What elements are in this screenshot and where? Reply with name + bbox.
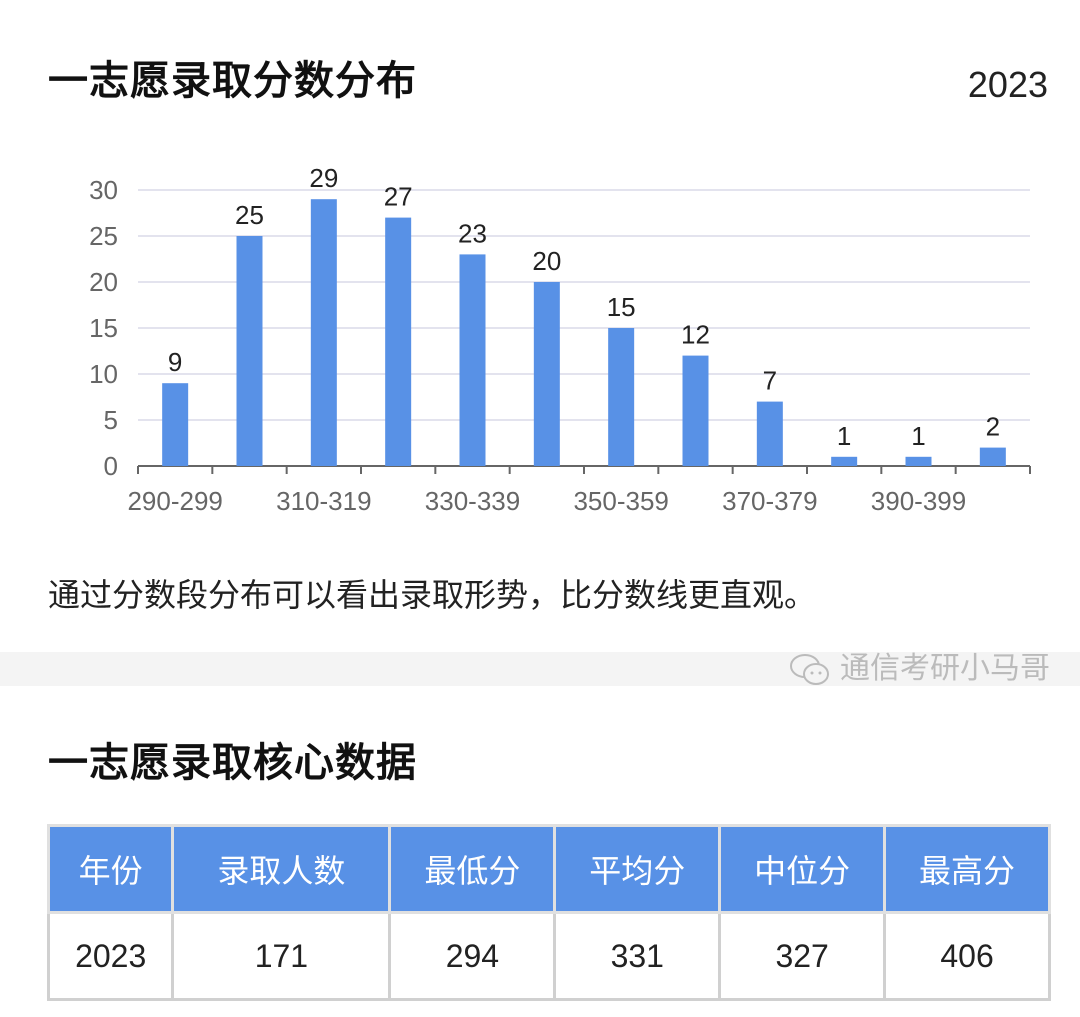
data-label: 1 — [911, 421, 925, 451]
section-divider — [0, 652, 1080, 686]
chart-caption: 通过分数段分布可以看出录取形势，比分数线更直观。 — [48, 576, 817, 614]
bar — [979, 447, 1006, 466]
core-data-table: 年份 录取人数 最低分 平均分 中位分 最高分 2023 171 294 331… — [46, 824, 1051, 1001]
cell-avg: 331 — [553, 911, 722, 1001]
distribution-title: 一志愿录取分数分布 — [48, 58, 417, 104]
header-min: 最低分 — [388, 824, 557, 914]
data-label: 20 — [532, 246, 561, 276]
data-label: 1 — [837, 421, 851, 451]
core-data-title: 一志愿录取核心数据 — [48, 740, 417, 786]
y-tick-label: 0 — [104, 451, 118, 481]
bar — [162, 383, 189, 466]
bar — [756, 401, 783, 466]
bar — [385, 217, 412, 466]
y-tick-label: 10 — [89, 359, 118, 389]
bar — [831, 456, 858, 466]
bar — [236, 236, 263, 466]
y-tick-label: 25 — [89, 221, 118, 251]
header-year: 年份 — [46, 824, 175, 914]
cell-max: 406 — [883, 911, 1051, 1001]
data-label: 15 — [607, 292, 636, 322]
header-avg: 平均分 — [553, 824, 722, 914]
bar — [459, 254, 486, 466]
bar — [608, 328, 635, 466]
x-tick-label: 330-339 — [425, 486, 520, 516]
data-label: 12 — [681, 320, 710, 350]
header-max: 最高分 — [883, 824, 1051, 914]
data-label: 27 — [384, 182, 413, 212]
data-label: 2 — [986, 412, 1000, 442]
cell-min: 294 — [388, 911, 557, 1001]
score-distribution-chart: 0510152025309290-2992529310-3192723330-3… — [89, 163, 1031, 516]
bar — [905, 456, 932, 466]
x-tick-label: 310-319 — [276, 486, 371, 516]
cell-admitted: 171 — [171, 911, 392, 1001]
year-label: 2023 — [967, 64, 1048, 105]
watermark: 通信考研小马哥 — [788, 650, 1050, 688]
header-admitted: 录取人数 — [171, 824, 392, 914]
data-label: 7 — [763, 366, 777, 396]
x-tick-label: 350-359 — [573, 486, 668, 516]
data-label: 29 — [309, 163, 338, 193]
data-label: 9 — [168, 347, 182, 377]
cell-median: 327 — [718, 911, 887, 1001]
cell-year: 2023 — [46, 911, 175, 1001]
x-tick-label: 370-379 — [722, 486, 817, 516]
y-tick-label: 30 — [89, 175, 118, 205]
header-median: 中位分 — [718, 824, 887, 914]
y-tick-label: 20 — [89, 267, 118, 297]
bar — [533, 282, 560, 466]
data-label: 23 — [458, 218, 487, 248]
watermark-text: 通信考研小马哥 — [840, 651, 1050, 686]
bar — [682, 355, 709, 466]
y-tick-label: 5 — [104, 405, 118, 435]
table-row: 2023 171 294 331 327 406 — [46, 911, 1051, 1001]
table-header-row: 年份 录取人数 最低分 平均分 中位分 最高分 — [46, 824, 1051, 914]
x-tick-label: 290-299 — [127, 486, 222, 516]
wechat-icon — [790, 654, 829, 685]
bar — [310, 199, 337, 466]
y-tick-label: 15 — [89, 313, 118, 343]
data-label: 25 — [235, 200, 264, 230]
x-tick-label: 390-399 — [871, 486, 966, 516]
